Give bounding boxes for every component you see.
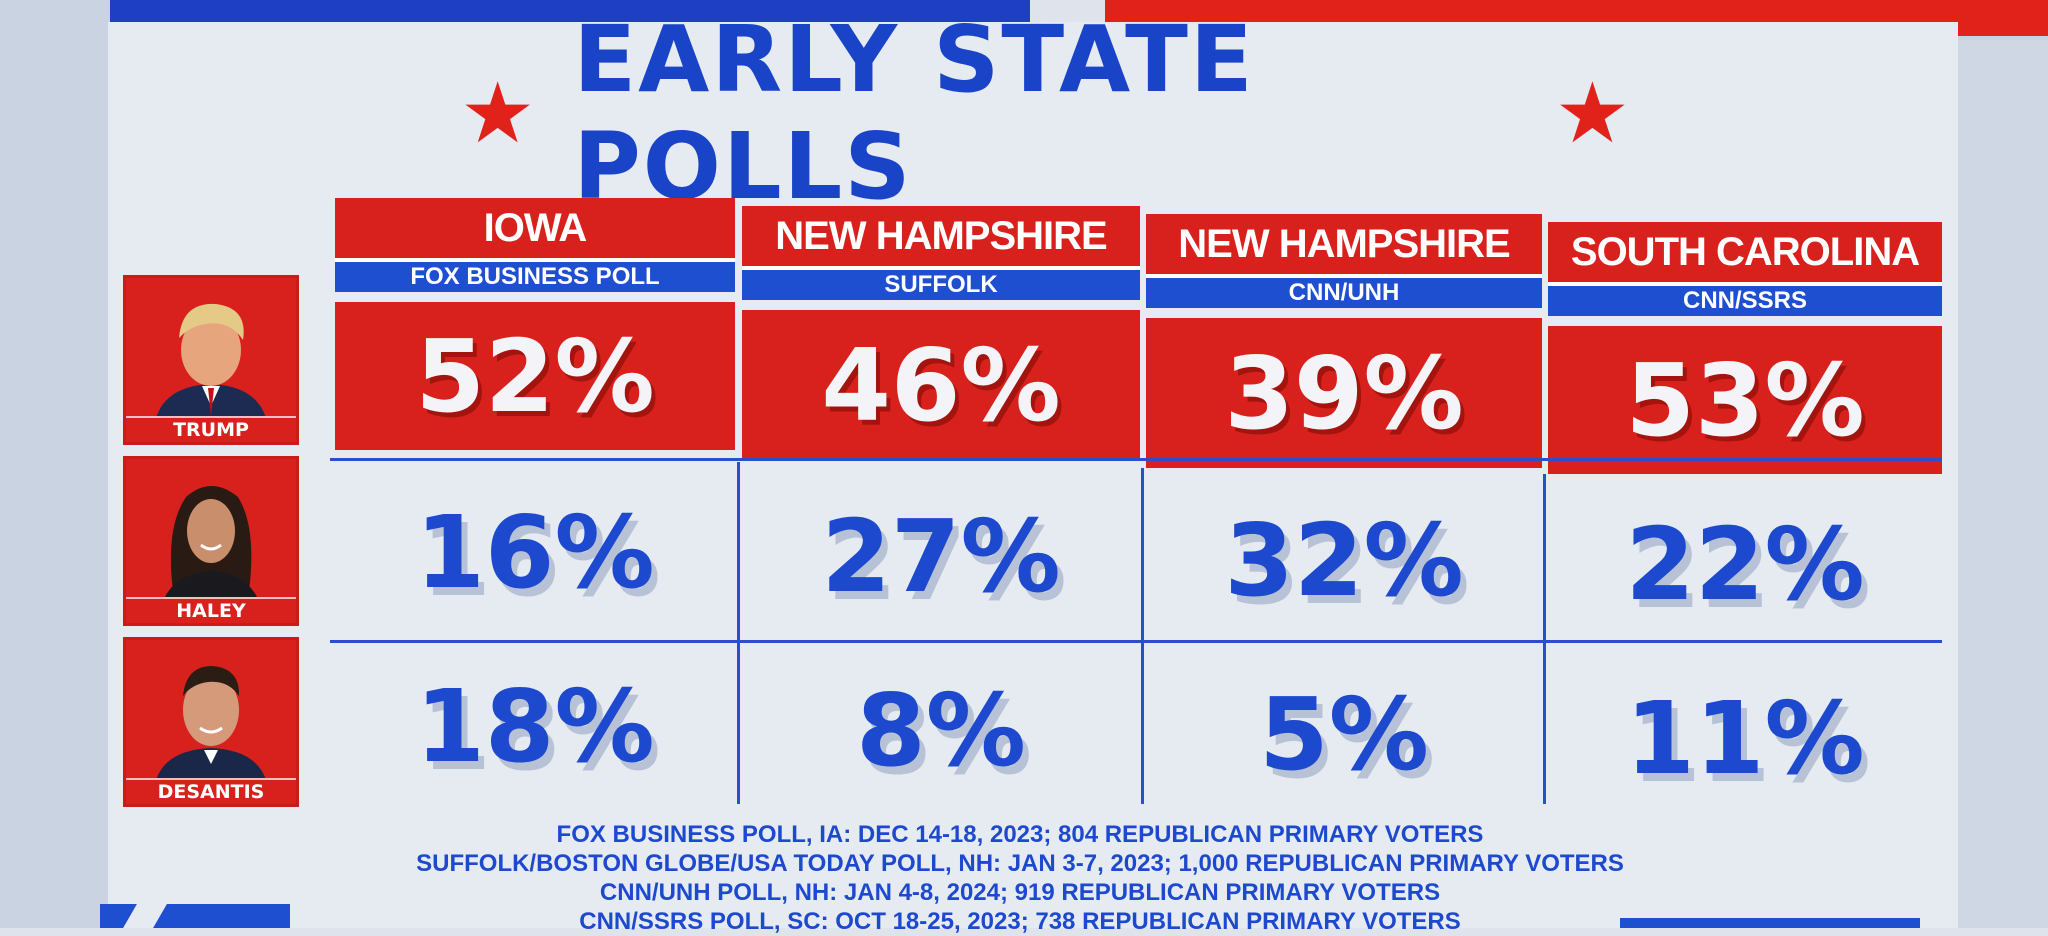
haley-portrait-icon [164,486,258,599]
poll-footnotes: FOX BUSINESS POLL, IA: DEC 14-18, 2023; … [300,820,1740,936]
bottom-right-bar [1620,918,1920,928]
value-cell-desantis-nh-cnn: 5% [1259,675,1429,793]
state-label: NEW HAMPSHIRE [1146,214,1542,278]
footnote-line: SUFFOLK/BOSTON GLOBE/USA TODAY POLL, NH:… [416,850,1624,877]
column-header-south-carolina: SOUTH CAROLINA CNN/SSRS [1548,222,1942,332]
value-cell-haley-nh-suffolk: 27% [821,497,1061,615]
value-cell-desantis-sc: 11% [1625,679,1865,797]
star-icon: ★ [460,64,536,162]
value-cell-trump-nh-cnn: 39% [1146,318,1542,468]
value-cell-trump-iowa: 52% [335,302,735,450]
candidate-name-trump: TRUMP [126,416,296,442]
row-divider [330,458,1942,461]
graphic-panel [108,22,1958,928]
column-header-nh-suffolk: NEW HAMPSHIRE SUFFOLK [742,206,1140,316]
footnote-line: CNN/SSRS POLL, SC: OCT 18-25, 2023; 738 … [579,908,1461,935]
value-cell-haley-sc: 22% [1625,505,1865,623]
value-cell-desantis-nh-suffolk: 8% [856,671,1026,789]
row-divider [330,640,1942,643]
trump-portrait-icon [156,303,266,418]
graphic-title: ★ EARLY STATE POLLS ★ [460,6,1630,220]
column-divider [737,462,740,804]
title-text: EARLY STATE POLLS [573,6,1255,220]
state-label: IOWA [335,198,735,262]
value-cell-haley-nh-cnn: 32% [1224,501,1464,619]
value-cell-trump-nh-suffolk: 46% [742,310,1140,460]
column-header-iowa: IOWA FOX BUSINESS POLL [335,198,735,308]
desantis-portrait-icon [156,666,266,780]
poll-label: CNN/SSRS [1548,286,1942,316]
candidate-name-desantis: DESANTIS [126,778,296,804]
poll-label: FOX BUSINESS POLL [335,262,735,292]
footnote-line: FOX BUSINESS POLL, IA: DEC 14-18, 2023; … [556,821,1484,848]
candidate-photo-haley: HALEY [126,459,296,623]
state-label: SOUTH CAROLINA [1548,222,1942,286]
poll-label: SUFFOLK [742,270,1140,300]
value-cell-trump-sc: 53% [1548,326,1942,474]
right-frame [1958,40,2048,928]
column-divider [1543,474,1546,804]
candidate-photo-desantis: DESANTIS [126,640,296,804]
footnote-line: CNN/UNH POLL, NH: JAN 4-8, 2024; 919 REP… [599,879,1441,906]
candidate-photo-trump: TRUMP [126,278,296,442]
value-cell-desantis-iowa: 18% [415,667,655,785]
left-frame [0,0,110,928]
star-icon: ★ [1554,64,1630,162]
poll-label: CNN/UNH [1146,278,1542,308]
column-header-nh-cnn-unh: NEW HAMPSHIRE CNN/UNH [1146,214,1542,324]
column-divider [1141,468,1144,804]
state-label: NEW HAMPSHIRE [742,206,1140,270]
value-cell-haley-iowa: 16% [415,493,655,611]
candidate-name-haley: HALEY [126,597,296,623]
